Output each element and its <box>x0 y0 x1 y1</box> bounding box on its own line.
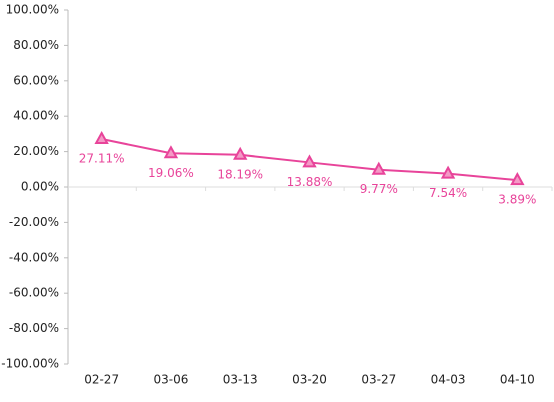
y-tick-label: 40.00% <box>13 109 59 123</box>
data-label: 13.88% <box>287 175 333 189</box>
y-tick-label: -80.00% <box>9 321 59 335</box>
y-tick-label: 0.00% <box>21 180 59 194</box>
y-tick-label: 60.00% <box>13 73 59 87</box>
point-marker <box>510 172 525 186</box>
data-label: 27.11% <box>79 152 125 166</box>
x-tick-label: 04-03 <box>431 373 466 387</box>
y-tick-label: 20.00% <box>13 144 59 158</box>
x-tick-label: 03-20 <box>292 373 327 387</box>
data-label: 19.06% <box>148 166 194 180</box>
data-label: 9.77% <box>360 182 398 196</box>
y-tick-label: -40.00% <box>9 250 59 264</box>
point-marker <box>440 165 456 179</box>
x-tick-label: 04-10 <box>500 373 535 387</box>
point-marker <box>233 146 248 160</box>
x-tick-label: 02-27 <box>84 373 119 387</box>
y-tick-label: -60.00% <box>9 286 59 300</box>
data-label: 18.19% <box>217 167 263 181</box>
x-tick-label: 03-27 <box>361 373 396 387</box>
x-tick-label: 03-13 <box>223 373 258 387</box>
y-tick-label: -20.00% <box>9 215 59 229</box>
y-tick-label: 80.00% <box>13 38 59 52</box>
data-label: 7.54% <box>429 186 467 200</box>
y-tick-label: 100.00% <box>6 3 59 17</box>
point-marker <box>371 161 386 175</box>
data-label: 3.89% <box>498 193 536 207</box>
y-tick-label: -100.00% <box>1 357 59 371</box>
point-marker <box>94 130 109 145</box>
point-marker <box>302 154 317 168</box>
x-tick-label: 03-06 <box>153 373 188 387</box>
point-marker <box>163 145 179 159</box>
